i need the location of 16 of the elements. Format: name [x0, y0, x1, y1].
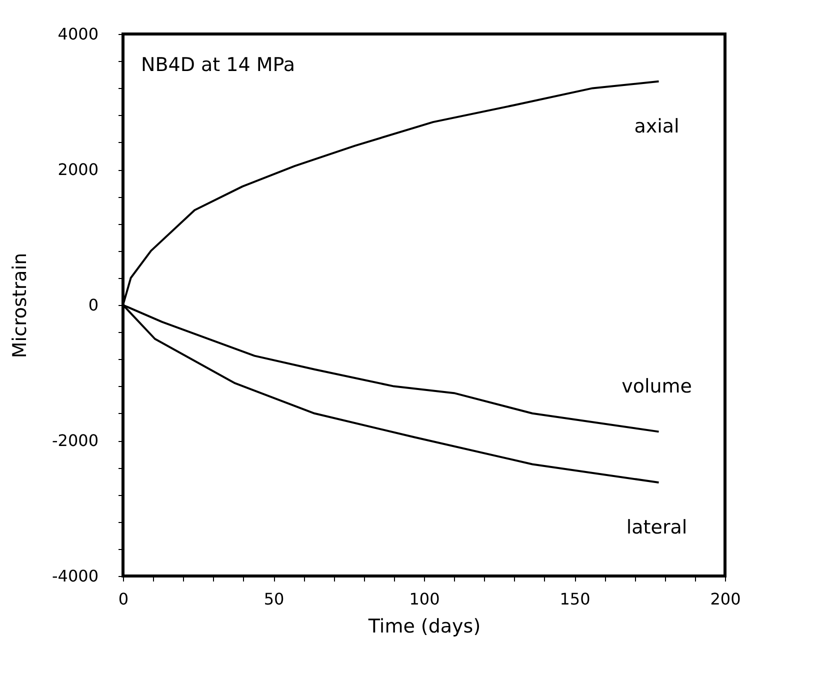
- text: lateral: [626, 516, 688, 539]
- series-label: volume: [622, 376, 692, 398]
- series-label: axial: [634, 115, 680, 138]
- y-tick-label: 4000: [58, 24, 98, 44]
- y-axis-title: Microstrain: [9, 252, 32, 358]
- x-axis-title: Time (days): [367, 616, 481, 638]
- y-tick-label: 0: [88, 296, 98, 314]
- x-tick-label: 200: [710, 590, 741, 608]
- x-tick-label: 50: [264, 590, 284, 608]
- x-tick-label: 0: [118, 590, 129, 608]
- y-tick-label: 2000: [58, 160, 98, 179]
- y-tick-label: -4000: [52, 566, 98, 586]
- x-tick-label: 100: [409, 590, 440, 608]
- x-tick-label: 150: [560, 590, 590, 608]
- text: NB4D at 14 MPa: [141, 54, 295, 76]
- y-tick-label: -2000: [52, 431, 98, 450]
